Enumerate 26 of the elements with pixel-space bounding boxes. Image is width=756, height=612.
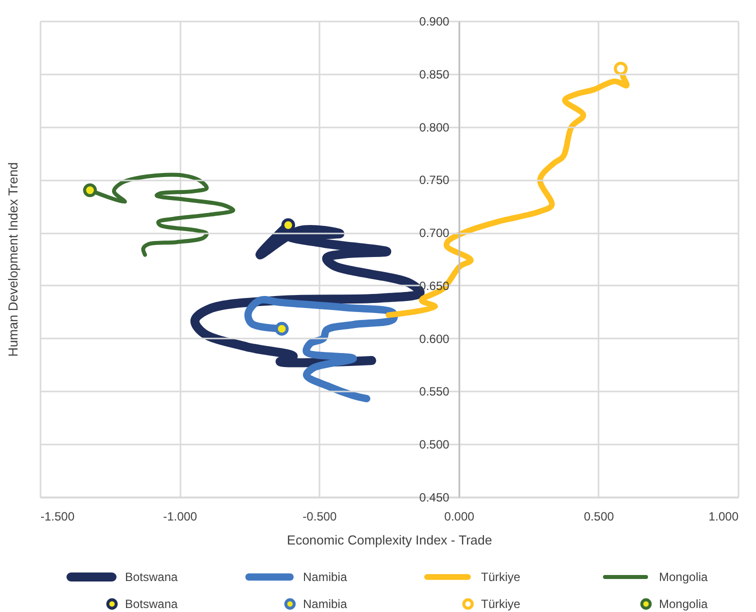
y-tick-label: 0.450 — [419, 490, 450, 504]
legend-label: Namibia — [303, 570, 348, 584]
y-tick-label: 0.700 — [419, 226, 450, 240]
legend-label: Namibia — [303, 597, 348, 611]
y-tick-label: 0.650 — [419, 278, 450, 293]
x-tick-label: 0.500 — [584, 510, 614, 524]
y-tick-label: 0.800 — [419, 120, 450, 134]
y-tick-label: 0.600 — [419, 332, 450, 346]
y-axis-title: Human Development Index Trend — [6, 162, 20, 357]
y-tick-label: 0.550 — [419, 384, 450, 399]
y-tick-label: 0.900 — [419, 14, 450, 28]
x-tick-label: -0.500 — [302, 510, 338, 524]
y-tick-label: 0.750 — [419, 173, 450, 188]
legend-label: Botswana — [125, 597, 178, 611]
legend-label: Mongolia — [659, 570, 708, 584]
x-tick-label: -1.500 — [40, 510, 75, 524]
y-tick-label: 0.850 — [419, 67, 450, 82]
x-tick-label: 1.000 — [708, 510, 739, 524]
legend-label: Mongolia — [659, 597, 708, 611]
legend-label: Türkiye — [481, 597, 521, 611]
legend-label: Botswana — [125, 570, 178, 584]
x-axis-title: Economic Complexity Index - Trade — [286, 532, 492, 548]
x-tick-label: -1.000 — [163, 510, 198, 524]
legend-label: Türkiye — [481, 570, 521, 584]
y-tick-label: 0.500 — [419, 438, 450, 452]
x-tick-label: 0.000 — [444, 510, 475, 524]
